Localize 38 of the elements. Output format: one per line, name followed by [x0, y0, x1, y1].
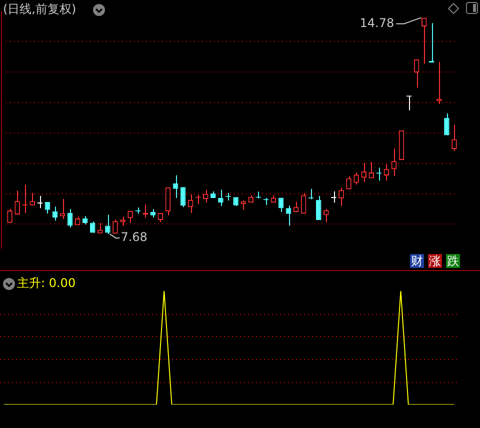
candlestick	[436, 61, 442, 104]
candlestick	[218, 189, 224, 206]
candlestick	[428, 22, 434, 63]
candlestick	[180, 186, 186, 208]
annotation: 7.68	[120, 230, 148, 244]
candlestick	[384, 164, 390, 182]
candlestick	[67, 208, 73, 228]
candlestick	[37, 195, 43, 209]
candlestick	[300, 192, 306, 214]
candlestick	[112, 219, 118, 234]
candlestick	[165, 186, 171, 216]
candlestick	[120, 216, 126, 226]
candlestick	[421, 17, 427, 64]
candlestick	[202, 189, 208, 204]
candlestick	[444, 112, 450, 136]
chart-title: (日线,前复权)	[3, 1, 76, 18]
candlestick	[316, 195, 322, 220]
candlestick	[278, 197, 284, 213]
candlestick	[414, 58, 420, 88]
text: 涨	[428, 254, 442, 268]
candlestick	[452, 124, 457, 152]
candlestick	[105, 214, 110, 234]
candlestick	[172, 174, 178, 199]
candlestick	[7, 208, 12, 224]
text: 跌	[446, 254, 460, 268]
chart-title: 主升: 0.00	[17, 275, 76, 292]
candlestick	[338, 187, 344, 206]
candlestick	[346, 176, 352, 190]
candlestick	[391, 148, 397, 177]
candlestick	[361, 162, 366, 183]
candlestick	[14, 190, 20, 215]
candlestick	[30, 192, 36, 206]
candlestick	[142, 204, 148, 218]
candlestick	[368, 162, 374, 179]
candlestick	[286, 205, 292, 226]
candlestick	[324, 208, 329, 223]
text: 财	[410, 254, 424, 268]
annotation: 14.78	[360, 16, 394, 30]
